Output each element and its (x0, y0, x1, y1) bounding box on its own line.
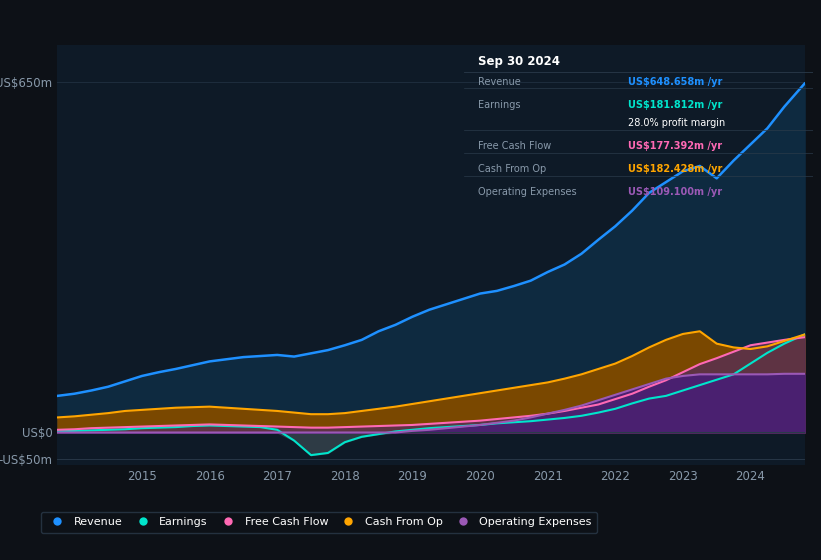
Text: Earnings: Earnings (478, 100, 521, 110)
Text: US$648.658m /yr: US$648.658m /yr (628, 77, 722, 87)
Text: US$177.392m /yr: US$177.392m /yr (628, 141, 722, 151)
Legend: Revenue, Earnings, Free Cash Flow, Cash From Op, Operating Expenses: Revenue, Earnings, Free Cash Flow, Cash … (40, 512, 598, 533)
Text: Operating Expenses: Operating Expenses (478, 188, 576, 197)
Text: US$181.812m /yr: US$181.812m /yr (628, 100, 722, 110)
Text: Cash From Op: Cash From Op (478, 164, 546, 174)
Text: US$182.428m /yr: US$182.428m /yr (628, 164, 722, 174)
Text: 28.0% profit margin: 28.0% profit margin (628, 118, 725, 128)
Text: Free Cash Flow: Free Cash Flow (478, 141, 551, 151)
Text: US$109.100m /yr: US$109.100m /yr (628, 188, 722, 197)
Text: Sep 30 2024: Sep 30 2024 (478, 55, 560, 68)
Text: Revenue: Revenue (478, 77, 521, 87)
